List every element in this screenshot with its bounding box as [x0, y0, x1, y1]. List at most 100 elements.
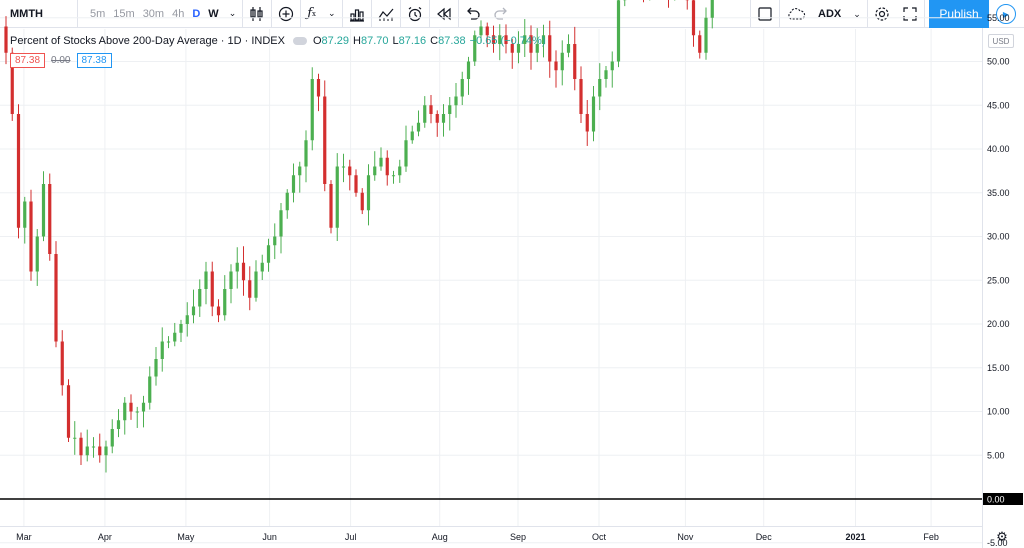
- indicator-adx-label[interactable]: ADX: [818, 8, 842, 20]
- candle-body: [304, 140, 308, 167]
- y-tick-label: 15.00: [987, 363, 1010, 373]
- candle-body: [91, 446, 96, 448]
- y-tick-label: 55.00: [987, 13, 1010, 23]
- candle-body: [691, 0, 696, 36]
- x-tick-label: Jun: [262, 532, 277, 542]
- interval-15m[interactable]: 15m: [113, 7, 135, 20]
- legend-high-label: H: [353, 35, 361, 47]
- candle-body: [48, 184, 52, 254]
- candle-body: [260, 262, 264, 272]
- candle-body: [73, 437, 77, 439]
- symbol-search[interactable]: MMTH: [0, 0, 78, 28]
- y-tick-label: 50.00: [987, 57, 1010, 67]
- candle-body: [210, 271, 214, 307]
- x-tick-label: Mar: [16, 532, 32, 542]
- x-tick-label: May: [177, 532, 195, 542]
- sell-price-box[interactable]: 87.38: [10, 53, 46, 68]
- candle-body: [348, 166, 352, 176]
- candle-body: [216, 306, 221, 316]
- candle-body: [485, 26, 489, 36]
- candle-body: [591, 96, 596, 132]
- visibility-eye-icon[interactable]: [292, 37, 307, 45]
- candle-body: [616, 0, 621, 62]
- candle-body: [141, 402, 146, 412]
- indicators-dropdown-chevron-icon[interactable]: ⌄: [328, 8, 336, 18]
- candle-body: [173, 332, 177, 342]
- toolbar-divider: [923, 0, 925, 28]
- interval-30m[interactable]: 30m: [142, 7, 165, 20]
- redo-icon[interactable]: [487, 0, 515, 28]
- candle-body: [354, 175, 358, 193]
- candle-body: [498, 35, 502, 44]
- settings-gear-icon[interactable]: [868, 0, 896, 28]
- buy-price-box[interactable]: 87.38: [76, 53, 112, 68]
- candle-body: [535, 44, 539, 53]
- candle-body: [135, 411, 139, 413]
- undo-icon[interactable]: [459, 0, 487, 28]
- alert-clock-icon[interactable]: [401, 0, 429, 28]
- candle-body: [223, 289, 227, 316]
- candle-body: [160, 341, 164, 359]
- play-icon[interactable]: ▶: [996, 4, 1016, 24]
- candle-body: [323, 96, 327, 184]
- legend-open-label: O: [312, 35, 322, 47]
- candle-body: [360, 192, 364, 211]
- currency-button[interactable]: USD: [988, 34, 1014, 48]
- candle-body: [523, 35, 527, 44]
- candle-body: [273, 236, 277, 246]
- legend-low-value: 87.16: [398, 35, 427, 47]
- x-tick-label: Aug: [432, 532, 448, 542]
- interval-4h[interactable]: 4h: [172, 7, 185, 20]
- legend-open-value: 87.29: [321, 35, 350, 47]
- interval-d[interactable]: D: [192, 7, 201, 20]
- candle-body: [229, 271, 233, 289]
- candle-body: [110, 429, 114, 447]
- candle-body: [29, 201, 33, 272]
- y-tick-label: 5.00: [987, 450, 1005, 460]
- candle-body: [466, 61, 471, 79]
- x-tick-label: Feb: [923, 532, 939, 542]
- candle-body: [610, 61, 614, 71]
- candle-body: [416, 122, 421, 132]
- layout-square-icon[interactable]: [751, 0, 779, 28]
- candle-body: [10, 52, 14, 114]
- toolbar-divider: [300, 0, 302, 28]
- candle-body: [129, 402, 133, 412]
- y-tick-label: 30.00: [987, 232, 1010, 242]
- y-tick-label: 10.00: [987, 407, 1010, 417]
- templates-icon[interactable]: [372, 0, 400, 28]
- candle-body: [704, 17, 708, 53]
- order-price-boxes[interactable]: 87.38 0.00 87.38: [10, 53, 112, 68]
- candle-body: [291, 175, 296, 193]
- interval-dropdown-chevron-icon[interactable]: ⌄: [228, 8, 237, 18]
- interval-5m[interactable]: 5m: [90, 7, 106, 20]
- y-tick-label: 45.00: [987, 100, 1010, 110]
- y-tick-label: 40.00: [987, 144, 1010, 154]
- candle-body: [98, 446, 102, 456]
- legend-high-value: 87.70: [360, 35, 389, 47]
- candle-body: [123, 402, 127, 421]
- cloud-icon[interactable]: [780, 0, 812, 28]
- replay-rewind-icon[interactable]: [430, 0, 458, 28]
- horizontal-line-label: 0.00: [987, 495, 1005, 505]
- legend-close-label: C: [430, 35, 439, 47]
- candle-body: [579, 79, 583, 114]
- interval-w[interactable]: W: [208, 7, 219, 20]
- candle-body: [298, 166, 302, 176]
- candle-body: [204, 271, 208, 289]
- candle-body: [510, 44, 514, 53]
- candle-body: [391, 175, 396, 177]
- compare-add-icon[interactable]: [272, 0, 300, 28]
- layout-dropdown-chevron-icon[interactable]: ⌄: [853, 8, 861, 19]
- x-tick-label: 2021: [845, 532, 865, 542]
- candle-body: [191, 306, 196, 316]
- candle-body: [285, 192, 289, 211]
- candle-body: [373, 166, 377, 176]
- axis-settings-gear-icon[interactable]: ⚙: [996, 529, 1008, 544]
- legend-low-label: L: [392, 35, 399, 47]
- financials-icon[interactable]: [343, 0, 371, 28]
- candle-body: [198, 289, 202, 307]
